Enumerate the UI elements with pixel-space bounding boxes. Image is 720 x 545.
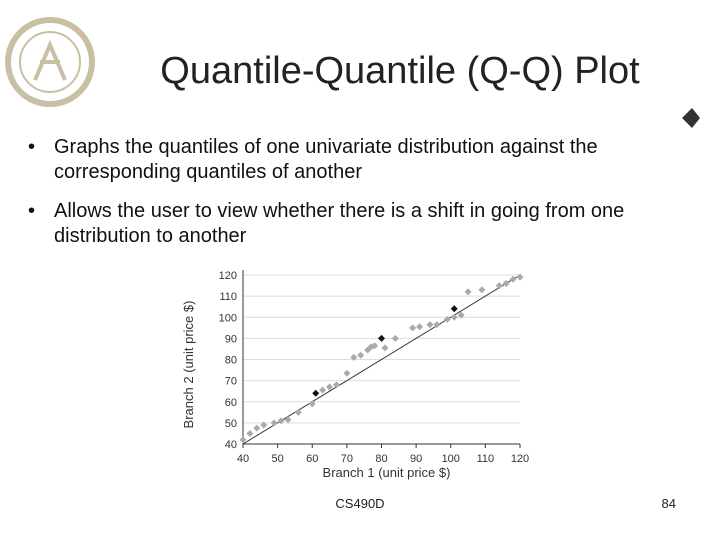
- point: [308, 400, 316, 408]
- point: [426, 321, 434, 329]
- point: [312, 389, 320, 397]
- point: [326, 383, 334, 391]
- point: [246, 429, 254, 437]
- x-tick-label: 60: [306, 453, 318, 465]
- point: [260, 421, 268, 429]
- x-tick-label: 90: [410, 453, 422, 465]
- y-tick-label: 60: [225, 397, 237, 409]
- point: [239, 436, 247, 444]
- x-tick-label: 50: [272, 453, 284, 465]
- logo: [5, 17, 95, 107]
- y-tick-label: 40: [225, 439, 237, 451]
- point: [381, 344, 389, 352]
- point: [502, 279, 510, 287]
- y-axis-label: Branch 2 (unit price $): [181, 301, 196, 429]
- x-tick-label: 70: [341, 453, 353, 465]
- point: [433, 321, 441, 329]
- point: [371, 342, 379, 350]
- point: [253, 424, 261, 432]
- point: [450, 313, 458, 321]
- corner-icon: [682, 108, 700, 128]
- bullet-text: Allows the user to view whether there is…: [54, 200, 624, 247]
- y-tick-label: 70: [225, 376, 237, 388]
- point: [270, 419, 278, 427]
- point: [416, 323, 424, 331]
- y-tick-label: 50: [225, 418, 237, 430]
- bullet-text: Graphs the quantiles of one univariate d…: [54, 136, 598, 183]
- bullets: • Graphs the quantiles of one univariate…: [28, 136, 624, 247]
- x-tick-label: 120: [511, 453, 529, 465]
- point: [332, 381, 340, 389]
- chart: 40 50 60 70 80 90 100 110 120 40 50 60 70 80 90 100 110 1…: [181, 270, 529, 480]
- point: [319, 386, 327, 394]
- x-tick-label: 40: [237, 453, 249, 465]
- point: [478, 286, 486, 294]
- point: [378, 334, 385, 342]
- point: [343, 369, 351, 377]
- y-tick-label: 90: [225, 333, 237, 345]
- point: [495, 282, 503, 290]
- point: [277, 417, 285, 425]
- point: [409, 324, 417, 332]
- point: [391, 334, 399, 342]
- bullet-dot: •: [28, 136, 35, 158]
- y-tick-label: 120: [219, 270, 237, 282]
- point: [350, 353, 358, 361]
- point: [357, 351, 365, 359]
- y-tick-label: 100: [219, 312, 237, 324]
- point: [443, 315, 451, 323]
- x-tick-label: 100: [442, 453, 460, 465]
- page-number: 84: [662, 496, 676, 511]
- point: [464, 288, 472, 296]
- reference-line: [242, 274, 521, 445]
- footer: CS490D: [335, 496, 384, 511]
- bullet-dot: •: [28, 200, 35, 222]
- point: [516, 273, 524, 281]
- point: [284, 416, 292, 424]
- point: [509, 275, 517, 283]
- x-axis-label: Branch 1 (unit price $): [323, 465, 451, 480]
- y-tick-label: 110: [219, 291, 237, 303]
- point: [294, 408, 302, 416]
- point: [450, 305, 458, 313]
- x-tick-label: 80: [375, 453, 387, 465]
- y-tick-label: 80: [225, 355, 237, 367]
- x-tick-label: 110: [477, 453, 495, 465]
- point: [457, 311, 465, 319]
- slide-title: Quantile-Quantile (Q-Q) Plot: [160, 50, 640, 92]
